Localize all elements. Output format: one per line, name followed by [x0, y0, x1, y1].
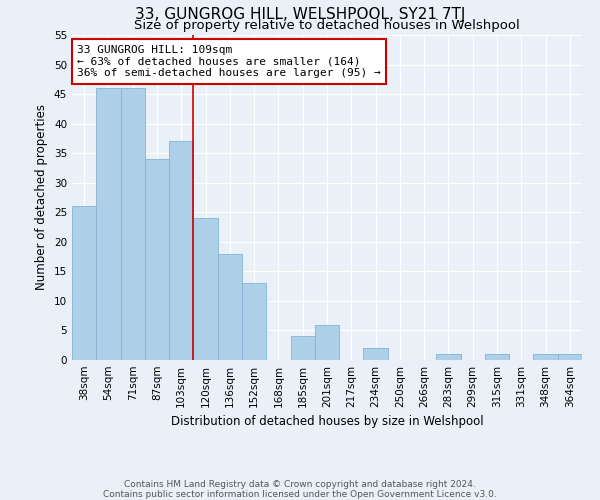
Bar	[533, 354, 558, 360]
Bar	[96, 88, 121, 360]
Bar	[558, 354, 582, 360]
Bar	[72, 206, 96, 360]
Y-axis label: Number of detached properties: Number of detached properties	[35, 104, 49, 290]
X-axis label: Distribution of detached houses by size in Welshpool: Distribution of detached houses by size …	[170, 416, 484, 428]
Bar	[218, 254, 242, 360]
Text: 33 GUNGROG HILL: 109sqm
← 63% of detached houses are smaller (164)
36% of semi-d: 33 GUNGROG HILL: 109sqm ← 63% of detache…	[77, 45, 381, 78]
Bar	[315, 324, 339, 360]
Bar	[193, 218, 218, 360]
Bar	[364, 348, 388, 360]
Text: 33, GUNGROG HILL, WELSHPOOL, SY21 7TJ: 33, GUNGROG HILL, WELSHPOOL, SY21 7TJ	[135, 8, 465, 22]
Bar	[290, 336, 315, 360]
Bar	[121, 88, 145, 360]
Text: Contains HM Land Registry data © Crown copyright and database right 2024.
Contai: Contains HM Land Registry data © Crown c…	[103, 480, 497, 499]
Bar	[169, 142, 193, 360]
Bar	[145, 159, 169, 360]
Bar	[485, 354, 509, 360]
Bar	[242, 283, 266, 360]
Title: Size of property relative to detached houses in Welshpool: Size of property relative to detached ho…	[134, 20, 520, 32]
Bar	[436, 354, 461, 360]
